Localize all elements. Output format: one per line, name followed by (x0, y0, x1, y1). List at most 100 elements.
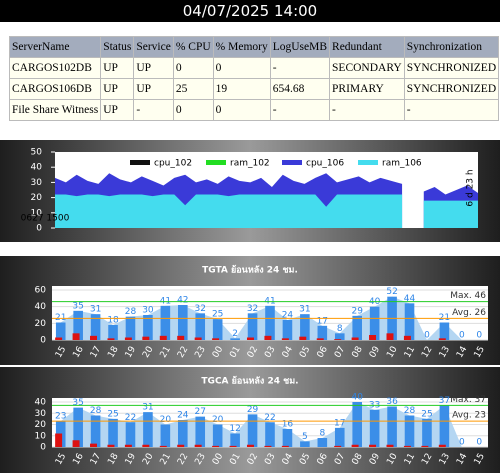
x-tick-label: 13 (438, 452, 452, 467)
value-label: 12 (229, 424, 240, 434)
bar (387, 406, 397, 447)
value-label: 18 (107, 316, 119, 326)
value-label: 44 (404, 294, 416, 304)
x-tick-label: 21 (159, 345, 173, 360)
bar (281, 338, 289, 340)
legend-swatch (358, 160, 378, 165)
bar (195, 313, 206, 340)
table-cell: UP (100, 99, 135, 121)
value-label: 22 (264, 413, 275, 423)
value-label: 35 (72, 398, 83, 408)
table-row: CARGOS106DB UP UP 25 19 654.68 PRIMARY SYNCHRON… (8, 78, 500, 100)
value-label: 52 (386, 287, 397, 297)
y-tick-label: 30 (35, 409, 47, 419)
bar (160, 305, 171, 340)
value-label: 32 (195, 304, 206, 314)
area (55, 194, 478, 228)
x-tick-label: 13 (438, 345, 452, 360)
legend-label: ram_102 (230, 159, 270, 169)
bar (55, 322, 66, 340)
value-label: 0 (424, 331, 430, 341)
bar (300, 441, 310, 447)
bar (334, 339, 342, 340)
bar (194, 337, 202, 340)
y-tick-label: 0 (40, 443, 46, 453)
x-tick-label: 23 (193, 452, 207, 467)
value-label: 0 (459, 331, 465, 341)
value-label: 8 (319, 429, 325, 439)
bar (212, 424, 223, 447)
bar (125, 422, 136, 447)
bar (142, 336, 150, 340)
x-tick-label: 01 (228, 452, 242, 467)
header: 04/07/2025 14:00 (0, 0, 500, 22)
value-label: 35 (72, 301, 83, 311)
legend-label: cpu_102 (154, 159, 192, 169)
y-tick-label: 60 (35, 286, 47, 296)
table-cell: - (269, 99, 331, 121)
x-tick-label: 17 (89, 345, 103, 360)
value-label: 32 (247, 304, 258, 314)
bar (265, 305, 275, 340)
bar (124, 444, 132, 447)
bar (264, 445, 272, 447)
bar (439, 405, 450, 447)
bar (124, 337, 132, 340)
value-label: 17 (317, 316, 328, 326)
bar (421, 445, 429, 447)
bar (282, 320, 293, 340)
bar (352, 315, 362, 340)
x-tick-label: 05 (298, 345, 312, 360)
bar (108, 325, 118, 340)
bar (178, 305, 188, 340)
bar (334, 333, 345, 340)
bar (403, 335, 411, 340)
y-tick-label: 50 (31, 148, 43, 158)
table-cell: SYNCHRONIZED (403, 78, 500, 100)
bar (246, 444, 254, 447)
x-tick-label: 07 (333, 345, 347, 360)
bar (300, 314, 310, 340)
bar (264, 335, 272, 340)
bar (281, 445, 289, 447)
y-tick-label: 40 (35, 398, 47, 408)
legend-swatch (130, 160, 150, 165)
table-row: CARGOS102DB UP UP 0 0- SECONDARY SYNCHRONIZED (8, 57, 500, 79)
y-tick-label: 40 (35, 302, 47, 312)
value-label: 0 (476, 438, 482, 448)
y-tick-label: 20 (35, 319, 47, 329)
x-tick-label: 01 (228, 345, 242, 360)
x-tick-label: 02 (246, 452, 260, 467)
y-tick-label: 40 (31, 163, 43, 173)
bar (369, 409, 380, 447)
value-label: 42 (177, 296, 188, 306)
value-label: 30 (142, 306, 154, 316)
bar (265, 422, 275, 447)
header-row: ServerName Status Service% CPU% Memory LogU… (8, 36, 500, 58)
bar (230, 433, 240, 447)
legend-swatch (282, 160, 302, 165)
legend-label: ram_106 (382, 159, 422, 169)
bar (125, 316, 136, 340)
table-cell: UP (133, 78, 174, 100)
reference-label: Max. 37 (450, 395, 486, 405)
value-label: 28 (404, 406, 416, 416)
bar (439, 322, 450, 340)
bar (351, 337, 359, 340)
column-header: LogUseMB (269, 36, 331, 58)
bar (142, 444, 150, 447)
x-tick-label: 17 (89, 452, 103, 467)
table-cell: 0 (172, 99, 214, 121)
value-label: 28 (90, 406, 102, 416)
y-tick-label: 0 (40, 336, 46, 346)
value-label: 22 (125, 413, 136, 423)
bar (403, 445, 411, 447)
chart-title: TGCA ย้อนหลัง 24 ชม. (201, 376, 298, 387)
x-tick-label: 22 (176, 345, 190, 360)
bar (369, 444, 377, 447)
column-header: Redundant (329, 36, 405, 58)
value-label: 31 (90, 305, 101, 315)
table-cell: - (269, 57, 331, 79)
bar (159, 335, 167, 340)
